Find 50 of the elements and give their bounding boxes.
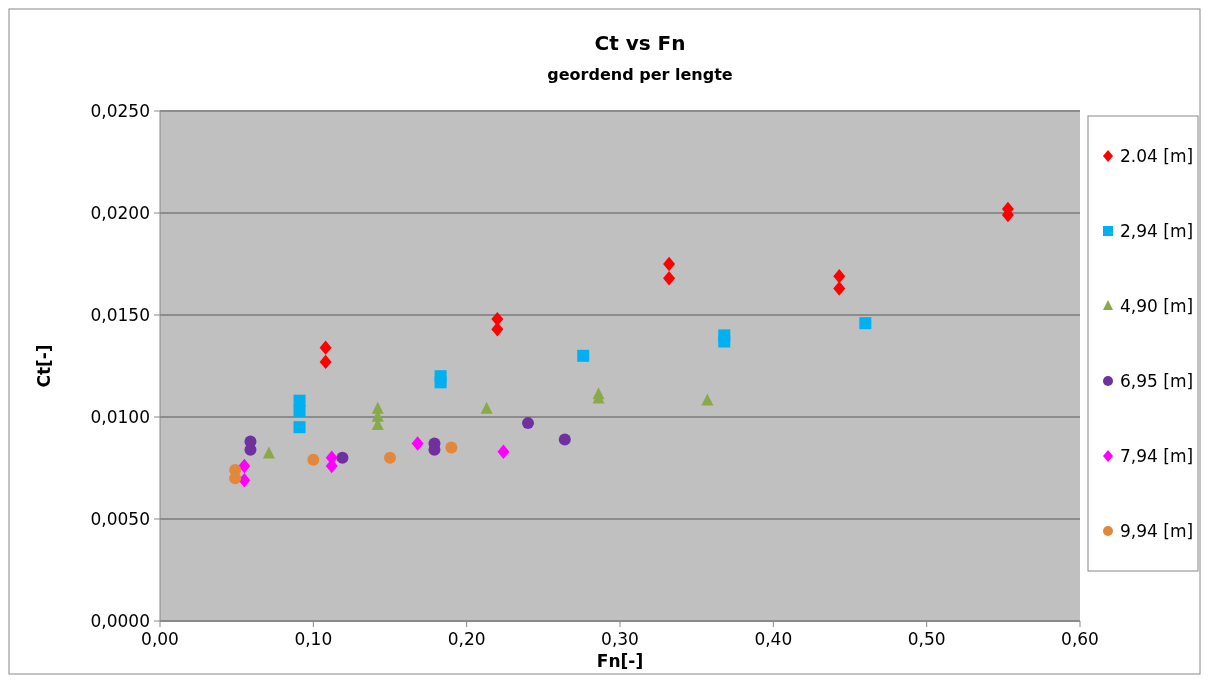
point — [491, 311, 504, 327]
x-tick-label: 0,20 — [447, 629, 486, 649]
x-tick-label: 0,00 — [141, 629, 179, 649]
point — [480, 401, 493, 414]
point — [319, 340, 332, 355]
point — [336, 451, 349, 464]
point — [238, 458, 251, 474]
point — [434, 370, 447, 383]
y-tick-label: 0,0150 — [90, 304, 150, 325]
x-tick-label: 0,40 — [754, 629, 793, 649]
point — [701, 393, 714, 406]
point — [411, 436, 424, 451]
legend-label: 6,95 [m] — [1120, 370, 1194, 391]
point — [663, 271, 676, 286]
point — [491, 322, 504, 337]
point — [238, 473, 251, 488]
point — [384, 451, 396, 464]
point — [663, 256, 676, 272]
point — [558, 433, 571, 446]
point — [293, 404, 306, 417]
x-axis-title: Fn[-] — [596, 651, 644, 671]
legend-label: 7,94 [m] — [1120, 445, 1194, 466]
chart-title: Ct vs Fn — [594, 31, 686, 55]
y-tick-label: 0,0250 — [90, 100, 150, 121]
point — [293, 421, 306, 434]
y-tick-label: 0,0050 — [90, 508, 150, 529]
x-tick-label: 0,30 — [601, 629, 639, 649]
point — [859, 317, 872, 330]
legend-label: 9,94 [m] — [1120, 520, 1194, 541]
point — [577, 349, 590, 362]
point — [319, 354, 332, 370]
chart-subtitle: geordend per lengte — [547, 65, 733, 84]
point — [445, 441, 458, 454]
x-tick-label: 0,60 — [1061, 629, 1099, 649]
point — [262, 446, 275, 459]
legend-label: 2,94 [m] — [1120, 220, 1194, 241]
point — [833, 269, 846, 284]
legend-label: 4,90 [m] — [1120, 295, 1194, 316]
x-tick-label: 0,50 — [907, 629, 946, 649]
point — [833, 281, 846, 296]
point — [307, 453, 320, 466]
y-tick-label: 0,0000 — [90, 610, 150, 631]
legend-label: 2.04 [m] — [1120, 145, 1194, 166]
y-tick-label: 0,0200 — [90, 202, 150, 223]
y-axis-title: Ct[-] — [34, 344, 54, 388]
point — [718, 329, 731, 342]
point — [522, 417, 534, 430]
x-tick-label: 0,10 — [294, 629, 333, 649]
point — [497, 444, 510, 459]
y-tick-label: 0,0100 — [90, 406, 150, 427]
